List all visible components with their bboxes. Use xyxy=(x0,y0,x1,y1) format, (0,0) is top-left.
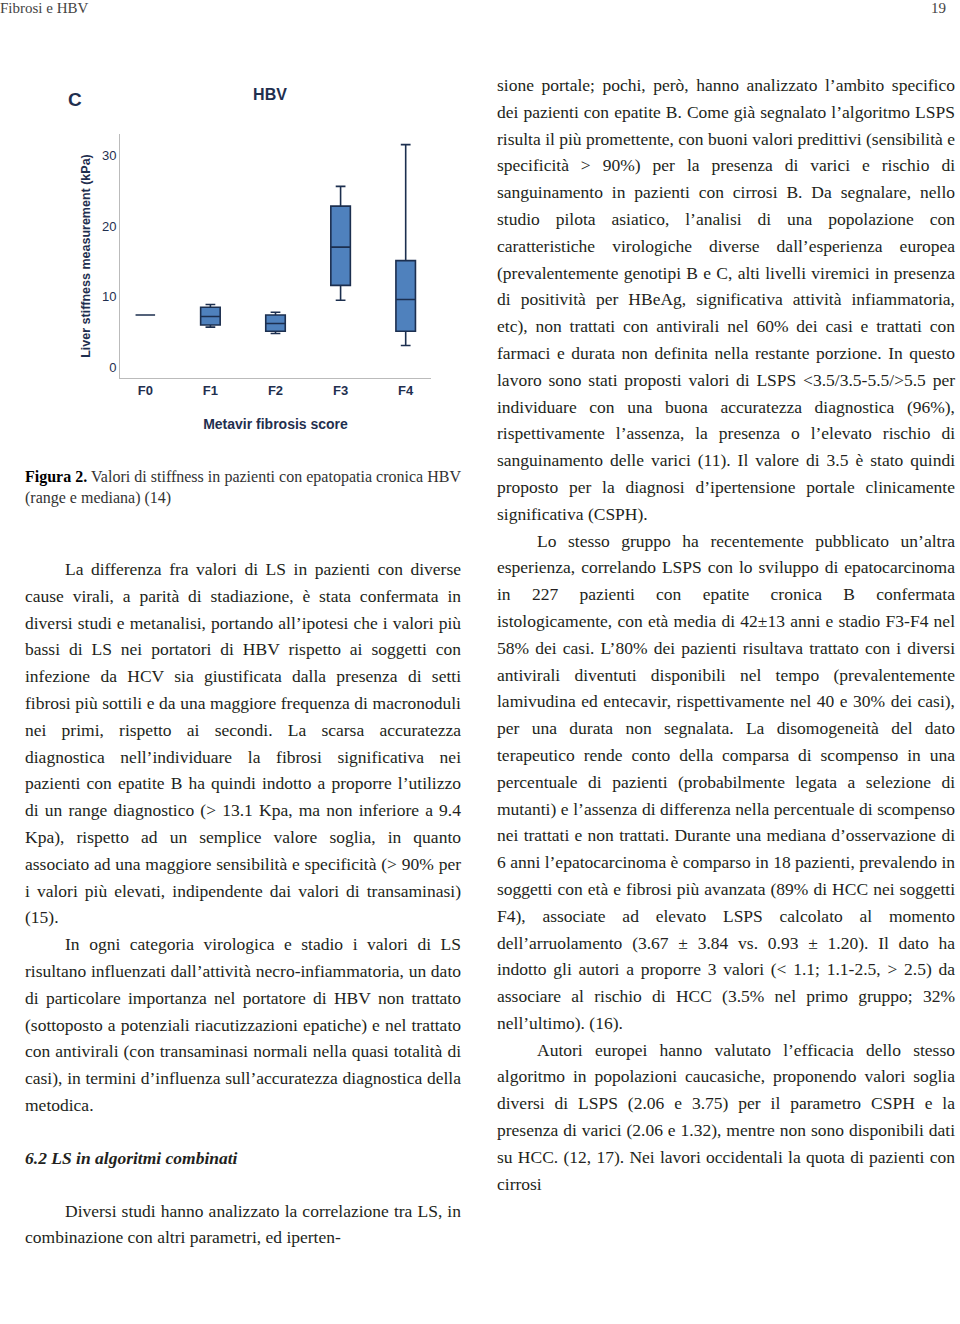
svg-text:Liver stiffness measurement (k: Liver stiffness measurement (kPa) xyxy=(79,154,93,358)
svg-text:F1: F1 xyxy=(203,383,218,398)
html-text:sione portale; pochi, però, ha: sione portale; pochi, però, hanno analiz… xyxy=(497,75,955,524)
html-text:In ogni categoria virologica e: In ogni categoria virologica e stadio i … xyxy=(25,934,461,1115)
html-text:6.2 LS in algoritmi combinati: 6.2 LS in algoritmi combinati xyxy=(25,1147,238,1168)
html-text:19: 19 xyxy=(931,0,946,16)
html-text:Lo stesso gruppo ha recentemen: Lo stesso gruppo ha recentemente pubblic… xyxy=(497,530,955,1033)
svg-text:10: 10 xyxy=(102,289,116,304)
svg-text:F2: F2 xyxy=(268,383,283,398)
html-text:Figura 2. Valori di stiffness: Figura 2. Valori di stiffness in pazient… xyxy=(25,468,461,506)
svg-text:20: 20 xyxy=(102,218,116,233)
html-text:La differenza fra valori di LS: La differenza fra valori di LS in pazien… xyxy=(25,559,461,928)
svg-text:F0: F0 xyxy=(138,383,153,398)
html-text:Fibrosi e HBV: Fibrosi e HBV xyxy=(0,0,89,16)
svg-text:0: 0 xyxy=(109,360,116,375)
svg-text:F3: F3 xyxy=(333,383,348,398)
svg-text:HBV: HBV xyxy=(253,86,287,103)
html-text:Diversi studi hanno analizzato: Diversi studi hanno analizzato la correl… xyxy=(25,1200,461,1248)
svg-text:C: C xyxy=(68,89,82,110)
svg-text:F4: F4 xyxy=(398,383,414,398)
svg-text:Metavir fibrosis score: Metavir fibrosis score xyxy=(203,416,348,432)
svg-text:30: 30 xyxy=(102,148,116,163)
html-text:Autori europei hanno valutato: Autori europei hanno valutato l’efficaci… xyxy=(497,1039,955,1194)
